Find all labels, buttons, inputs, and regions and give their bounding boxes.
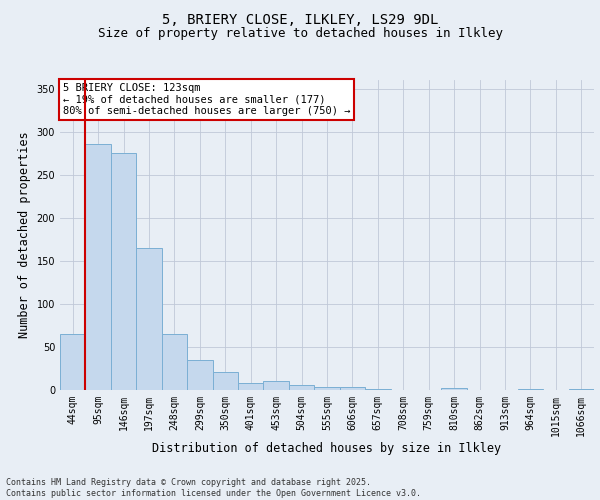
X-axis label: Distribution of detached houses by size in Ilkley: Distribution of detached houses by size …	[152, 442, 502, 454]
Text: 5 BRIERY CLOSE: 123sqm
← 19% of detached houses are smaller (177)
80% of semi-de: 5 BRIERY CLOSE: 123sqm ← 19% of detached…	[62, 83, 350, 116]
Bar	[314, 386, 340, 390]
Bar	[442, 388, 467, 390]
Bar	[212, 372, 238, 390]
Bar	[60, 334, 85, 390]
Text: Size of property relative to detached houses in Ilkley: Size of property relative to detached ho…	[97, 28, 503, 40]
Bar	[136, 248, 162, 390]
Bar	[162, 334, 187, 390]
Bar	[187, 360, 212, 390]
Y-axis label: Number of detached properties: Number of detached properties	[18, 132, 31, 338]
Bar	[289, 385, 314, 390]
Bar	[85, 144, 111, 390]
Text: 5, BRIERY CLOSE, ILKLEY, LS29 9DL: 5, BRIERY CLOSE, ILKLEY, LS29 9DL	[162, 12, 438, 26]
Bar	[340, 388, 365, 390]
Bar	[365, 389, 391, 390]
Bar	[111, 153, 136, 390]
Text: Contains HM Land Registry data © Crown copyright and database right 2025.
Contai: Contains HM Land Registry data © Crown c…	[6, 478, 421, 498]
Bar	[238, 383, 263, 390]
Bar	[263, 382, 289, 390]
Bar	[518, 389, 543, 390]
Bar	[569, 389, 594, 390]
